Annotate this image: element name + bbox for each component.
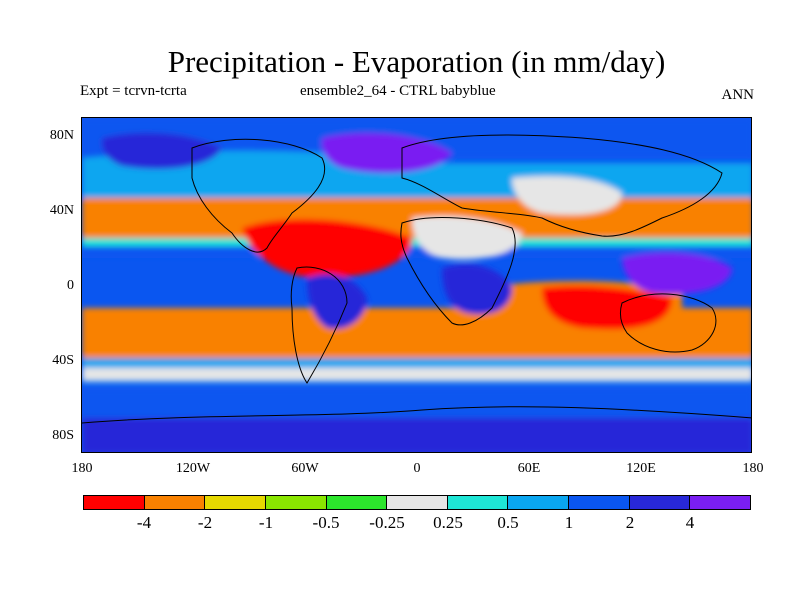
ensemble-label: ensemble2_64 - CTRL babyblue <box>300 83 496 99</box>
region-amazon <box>307 274 367 329</box>
region-zero-line-south <box>82 368 751 380</box>
colorbar-label: 4 <box>685 513 695 532</box>
lon-label-0: 0 <box>413 461 421 476</box>
colorbar-swatch <box>326 496 388 509</box>
region-central-africa <box>442 264 512 315</box>
colorbar-swatch <box>84 496 145 509</box>
region-central-asia <box>512 176 622 215</box>
plot-title: Precipitation - Evaporation (in mm/day) <box>167 44 666 79</box>
region-itcz-core <box>82 246 751 258</box>
colorbar-swatch <box>629 496 691 509</box>
colorbar-label: -0.5 <box>312 513 340 532</box>
colorbar-swatch <box>265 496 327 509</box>
season-label: ANN <box>721 87 755 103</box>
outline-south-america <box>290 266 348 384</box>
region-southeast-pacific <box>82 309 262 358</box>
lon-label-120e: 120E <box>626 461 656 476</box>
colorbar-label: 2 <box>625 513 635 532</box>
colorbar-swatch <box>205 496 266 509</box>
outline-eurasia <box>401 134 723 237</box>
colorbar-swatch <box>447 496 509 509</box>
region-subtropical-pacific-north <box>82 206 222 248</box>
lon-label-180w: 180 <box>71 461 93 476</box>
map-frame <box>81 117 752 453</box>
colorbar-label: -4 <box>136 513 152 532</box>
outline-australia <box>619 293 717 353</box>
contour-map <box>82 118 751 452</box>
colorbar-swatch <box>569 496 630 509</box>
outline-antarctica <box>82 406 751 424</box>
colorbar-swatch <box>387 496 448 509</box>
region-maritime-continent <box>622 252 732 295</box>
region-antarctica-coast <box>82 418 751 452</box>
colorbar <box>83 495 751 510</box>
colorbar-label: -0.25 <box>369 513 405 532</box>
lat-label-40n: 40N <box>49 203 74 218</box>
colorbar-label: -1 <box>258 513 274 532</box>
experiment-label: Expt = tcrvn-tcrta <box>80 83 187 99</box>
colorbar-label: -2 <box>197 513 213 532</box>
colorbar-label: 1 <box>564 513 574 532</box>
colorbar-label: 0.25 <box>433 513 463 532</box>
region-sahara <box>412 216 522 260</box>
outline-africa <box>400 217 516 326</box>
lon-label-120w: 120W <box>175 461 211 476</box>
colorbar-swatch <box>508 496 570 509</box>
lon-label-60e: 60E <box>517 461 541 476</box>
lat-label-40s: 40S <box>52 353 74 368</box>
outline-north-america <box>191 138 326 253</box>
colorbar-label: 0.5 <box>497 513 519 532</box>
lon-label-180e: 180 <box>742 461 764 476</box>
colorbar-swatch <box>690 496 751 509</box>
colorbar-swatch <box>144 496 206 509</box>
lon-label-60w: 60W <box>291 461 319 476</box>
lat-label-80n: 80N <box>49 128 74 143</box>
continent-outlines <box>82 134 751 424</box>
lat-label-0: 0 <box>67 278 74 293</box>
region-tropical-atlantic <box>242 219 412 278</box>
lat-label-80s: 80S <box>52 428 74 443</box>
